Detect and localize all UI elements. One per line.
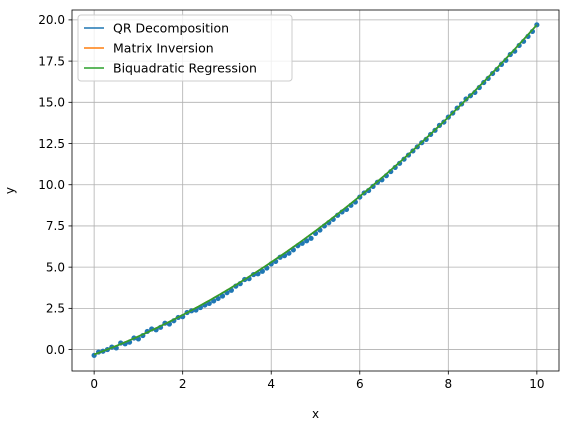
x-tick-label: 4 xyxy=(267,377,275,391)
y-tick-label: 7.5 xyxy=(46,219,65,233)
scatter-point xyxy=(215,295,221,302)
legend: QR Decomposition Matrix Inversion Biquadra… xyxy=(77,14,293,82)
legend-label: QR Decomposition xyxy=(113,21,229,36)
scatter-point xyxy=(304,238,310,244)
x-tick-label: 8 xyxy=(444,377,452,391)
y-tick-label: 10.0 xyxy=(38,178,65,192)
fit-lines xyxy=(93,24,538,356)
x-tick-label: 10 xyxy=(529,377,544,391)
scatter-point xyxy=(423,136,429,142)
series-line-2 xyxy=(93,24,538,356)
x-tick-label: 0 xyxy=(90,377,98,391)
x-tick-label: 6 xyxy=(356,377,364,391)
scatter-point xyxy=(219,293,226,299)
scatter-point xyxy=(494,66,500,72)
y-tick-label: 5.0 xyxy=(46,260,65,274)
legend-label: Matrix Inversion xyxy=(113,41,214,56)
y-tick-label: 12.5 xyxy=(38,137,65,151)
y-tick-label: 2.5 xyxy=(46,302,65,316)
scatter-point xyxy=(392,164,398,171)
x-axis-label: x xyxy=(312,407,319,421)
scatter-point xyxy=(308,235,314,241)
legend-label: Biquadratic Regression xyxy=(113,61,257,76)
y-tick-label: 0.0 xyxy=(46,343,65,357)
y-axis-label: y xyxy=(3,187,17,194)
axis-ticks: 0 2 4 6 8 10 0.0 2.5 5.0 7.5 10.0 12.5 15.0 17.5 20.0 xyxy=(38,13,544,391)
y-tick-label: 17.5 xyxy=(38,54,65,68)
plot-frame xyxy=(71,9,560,372)
x-tick-label: 2 xyxy=(179,377,187,391)
y-tick-label: 15.0 xyxy=(38,96,65,110)
legend-box xyxy=(77,14,293,82)
scatter-point xyxy=(259,268,265,274)
y-tick-label: 20.0 xyxy=(38,13,65,27)
